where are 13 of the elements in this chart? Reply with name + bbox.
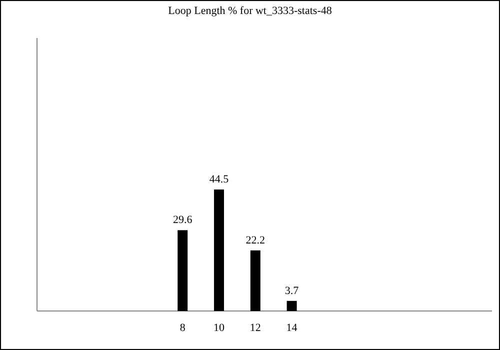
data-label: 44.5 [209, 174, 230, 186]
data-label: 3.7 [284, 284, 300, 297]
x-tick-label: 12 [250, 322, 261, 334]
bar [286, 300, 297, 311]
x-tick-label: 14 [286, 322, 298, 334]
chart-title: Loop Length % for wt_3333-stats-48 [168, 5, 332, 17]
bar [178, 230, 188, 311]
data-label: 29.6 [172, 214, 193, 226]
bar [214, 190, 224, 311]
x-tick-label: 10 [214, 322, 225, 334]
bar [250, 250, 260, 311]
data-label: 22.2 [246, 234, 266, 246]
x-tick-label: 8 [180, 322, 186, 334]
